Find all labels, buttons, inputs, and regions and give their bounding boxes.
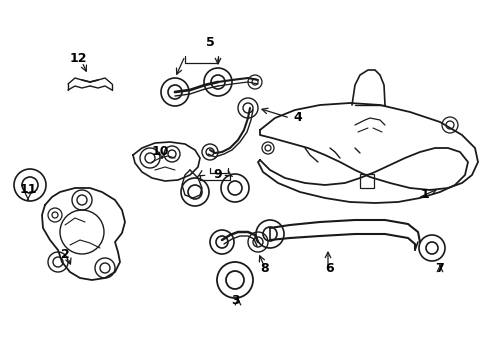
Text: 8: 8 [260, 261, 269, 274]
Text: 2: 2 [61, 248, 69, 261]
Text: 3: 3 [230, 293, 239, 306]
Text: 7: 7 [435, 261, 444, 274]
Text: 12: 12 [69, 51, 86, 64]
Text: 11: 11 [19, 184, 37, 197]
Text: 6: 6 [325, 261, 334, 274]
Text: 9: 9 [213, 168, 222, 181]
Text: 1: 1 [420, 189, 428, 202]
Text: 5: 5 [205, 36, 214, 49]
Text: 4: 4 [293, 112, 302, 125]
Text: 10: 10 [151, 145, 168, 158]
Bar [359, 174, 373, 188]
